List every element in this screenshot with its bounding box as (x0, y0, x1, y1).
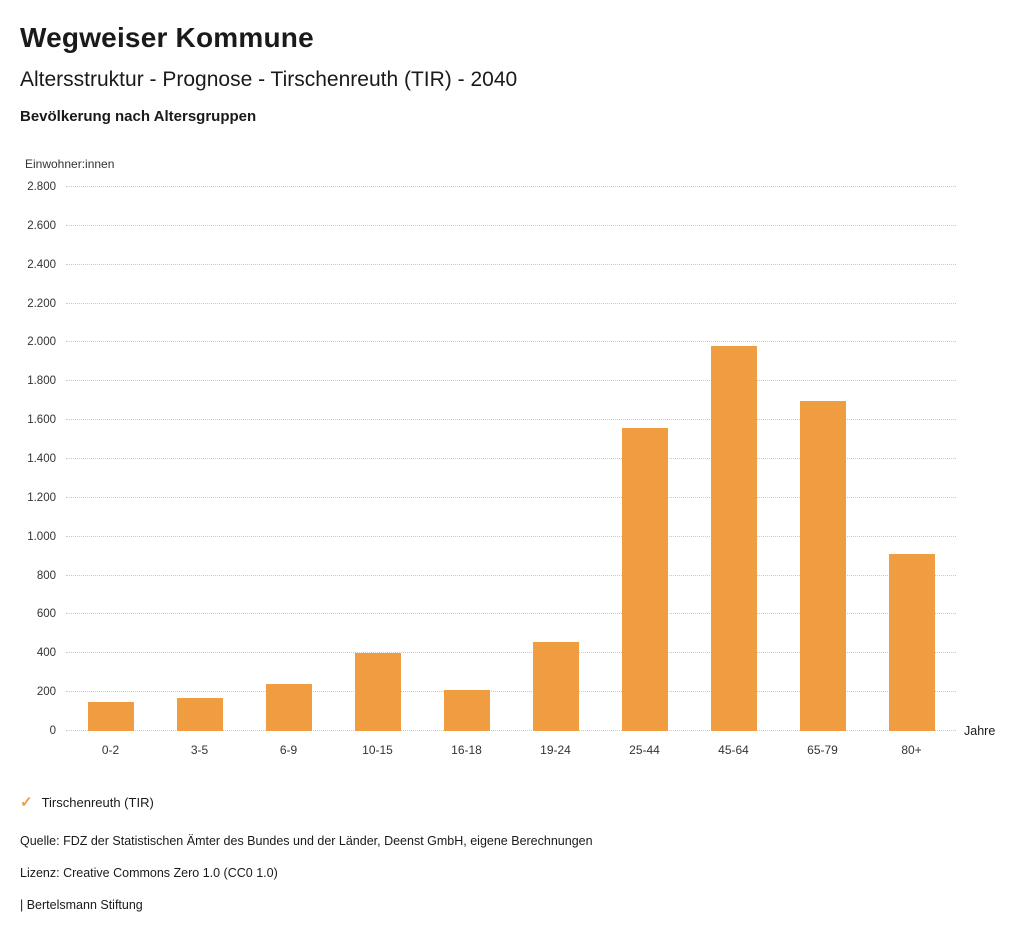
x-tick-label: 25-44 (629, 743, 660, 757)
gridline (66, 224, 956, 226)
license-text: Lizenz: Creative Commons Zero 1.0 (CC0 1… (20, 866, 278, 880)
bar-column (422, 187, 511, 731)
x-axis-title: Jahre (964, 724, 996, 738)
bar-65-79[interactable] (799, 400, 846, 731)
gridline (66, 691, 956, 693)
gridline (66, 730, 956, 731)
x-tick-label: 45-64 (718, 743, 749, 757)
y-tick-label: 2.600 (27, 219, 56, 232)
gridline (66, 652, 956, 654)
source-text: Quelle: FDZ der Statistischen Ämter des … (20, 834, 593, 848)
bar-3-5[interactable] (176, 697, 223, 731)
gridline (66, 535, 956, 537)
bar-column (333, 187, 422, 731)
bar-6-9[interactable] (265, 684, 312, 731)
bar-column (600, 187, 689, 731)
bar-column (778, 187, 867, 731)
attribution-text: | Bertelsmann Stiftung (20, 898, 143, 912)
gridline (66, 574, 956, 576)
bar-column (867, 187, 956, 731)
y-tick-label: 2.800 (27, 181, 56, 193)
bar-column (66, 187, 155, 731)
bar-19-24[interactable] (532, 641, 579, 731)
page-subtitle: Altersstruktur - Prognose - Tirschenreut… (20, 68, 518, 91)
y-tick-label: 1.200 (27, 491, 56, 504)
x-tick-label: 19-24 (540, 743, 571, 757)
y-tick-label: 400 (36, 647, 56, 660)
bar-column (689, 187, 778, 731)
page: Wegweiser Kommune Altersstruktur - Progn… (20, 22, 1004, 912)
y-axis-title: Einwohner:innen (25, 157, 115, 171)
gridline (66, 263, 956, 265)
y-tick-label: 1.800 (27, 375, 56, 388)
gridline (66, 186, 956, 187)
x-tick-label: 0-2 (101, 743, 120, 757)
y-tick-label: 1.400 (27, 453, 56, 465)
x-tick-label: 16-18 (451, 743, 482, 757)
bar-80+[interactable] (888, 554, 935, 731)
gridline (66, 496, 956, 498)
plot-area: Jahre 0 200 400 600 800 1.000 1.200 1.400 1.600 1… (27, 181, 995, 738)
x-tick-label: 80+ (901, 743, 922, 757)
bar-10-15[interactable] (354, 653, 401, 731)
page-title: Wegweiser Kommune (20, 22, 314, 53)
x-axis-labels: 0-2 3-5 6-9 10-15 16-18 19-24 25-44 45-64 65-79 8… (66, 743, 956, 757)
bar-column (511, 187, 600, 731)
y-tick-label: 800 (36, 569, 56, 582)
gridline (66, 380, 956, 382)
y-tick-label: 2.000 (27, 336, 56, 349)
y-tick-label: 0 (49, 725, 56, 737)
gridline (66, 458, 956, 459)
bar-25-44[interactable] (621, 427, 668, 731)
check-icon: ✓ (20, 794, 33, 811)
gridline (66, 341, 956, 343)
x-tick-label: 6-9 (279, 743, 298, 757)
bar-0-2[interactable] (87, 701, 134, 731)
y-tick-label: 2.200 (27, 297, 56, 310)
legend-item[interactable]: ✓ Tirschenreuth (TIR) (20, 795, 154, 810)
gridline (66, 613, 956, 615)
x-tick-label: 10-15 (362, 743, 393, 757)
chart-heading: Bevölkerung nach Altersgruppen (20, 108, 257, 125)
y-tick-label: 2.400 (27, 258, 56, 271)
x-tick-label: 65-79 (807, 743, 838, 757)
bar-column (244, 187, 333, 731)
x-tick-label: 3-5 (190, 743, 209, 757)
footer: Quelle: FDZ der Statistischen Ämter des … (20, 834, 1004, 912)
legend-label: Tirschenreuth (TIR) (41, 795, 154, 810)
bars-container (66, 187, 956, 731)
bar-16-18[interactable] (443, 690, 490, 731)
y-tick-label: 1.600 (27, 414, 56, 427)
y-tick-label: 200 (36, 686, 56, 699)
y-tick-label: 1.000 (27, 530, 56, 543)
y-tick-label: 600 (36, 608, 56, 621)
gridline (66, 302, 956, 304)
bar-45-64[interactable] (710, 346, 757, 731)
bar-chart: Einwohner:innen Jahre 0 200 400 600 800 1.000… (20, 157, 1004, 757)
gridline (66, 419, 956, 421)
bar-column (155, 187, 244, 731)
